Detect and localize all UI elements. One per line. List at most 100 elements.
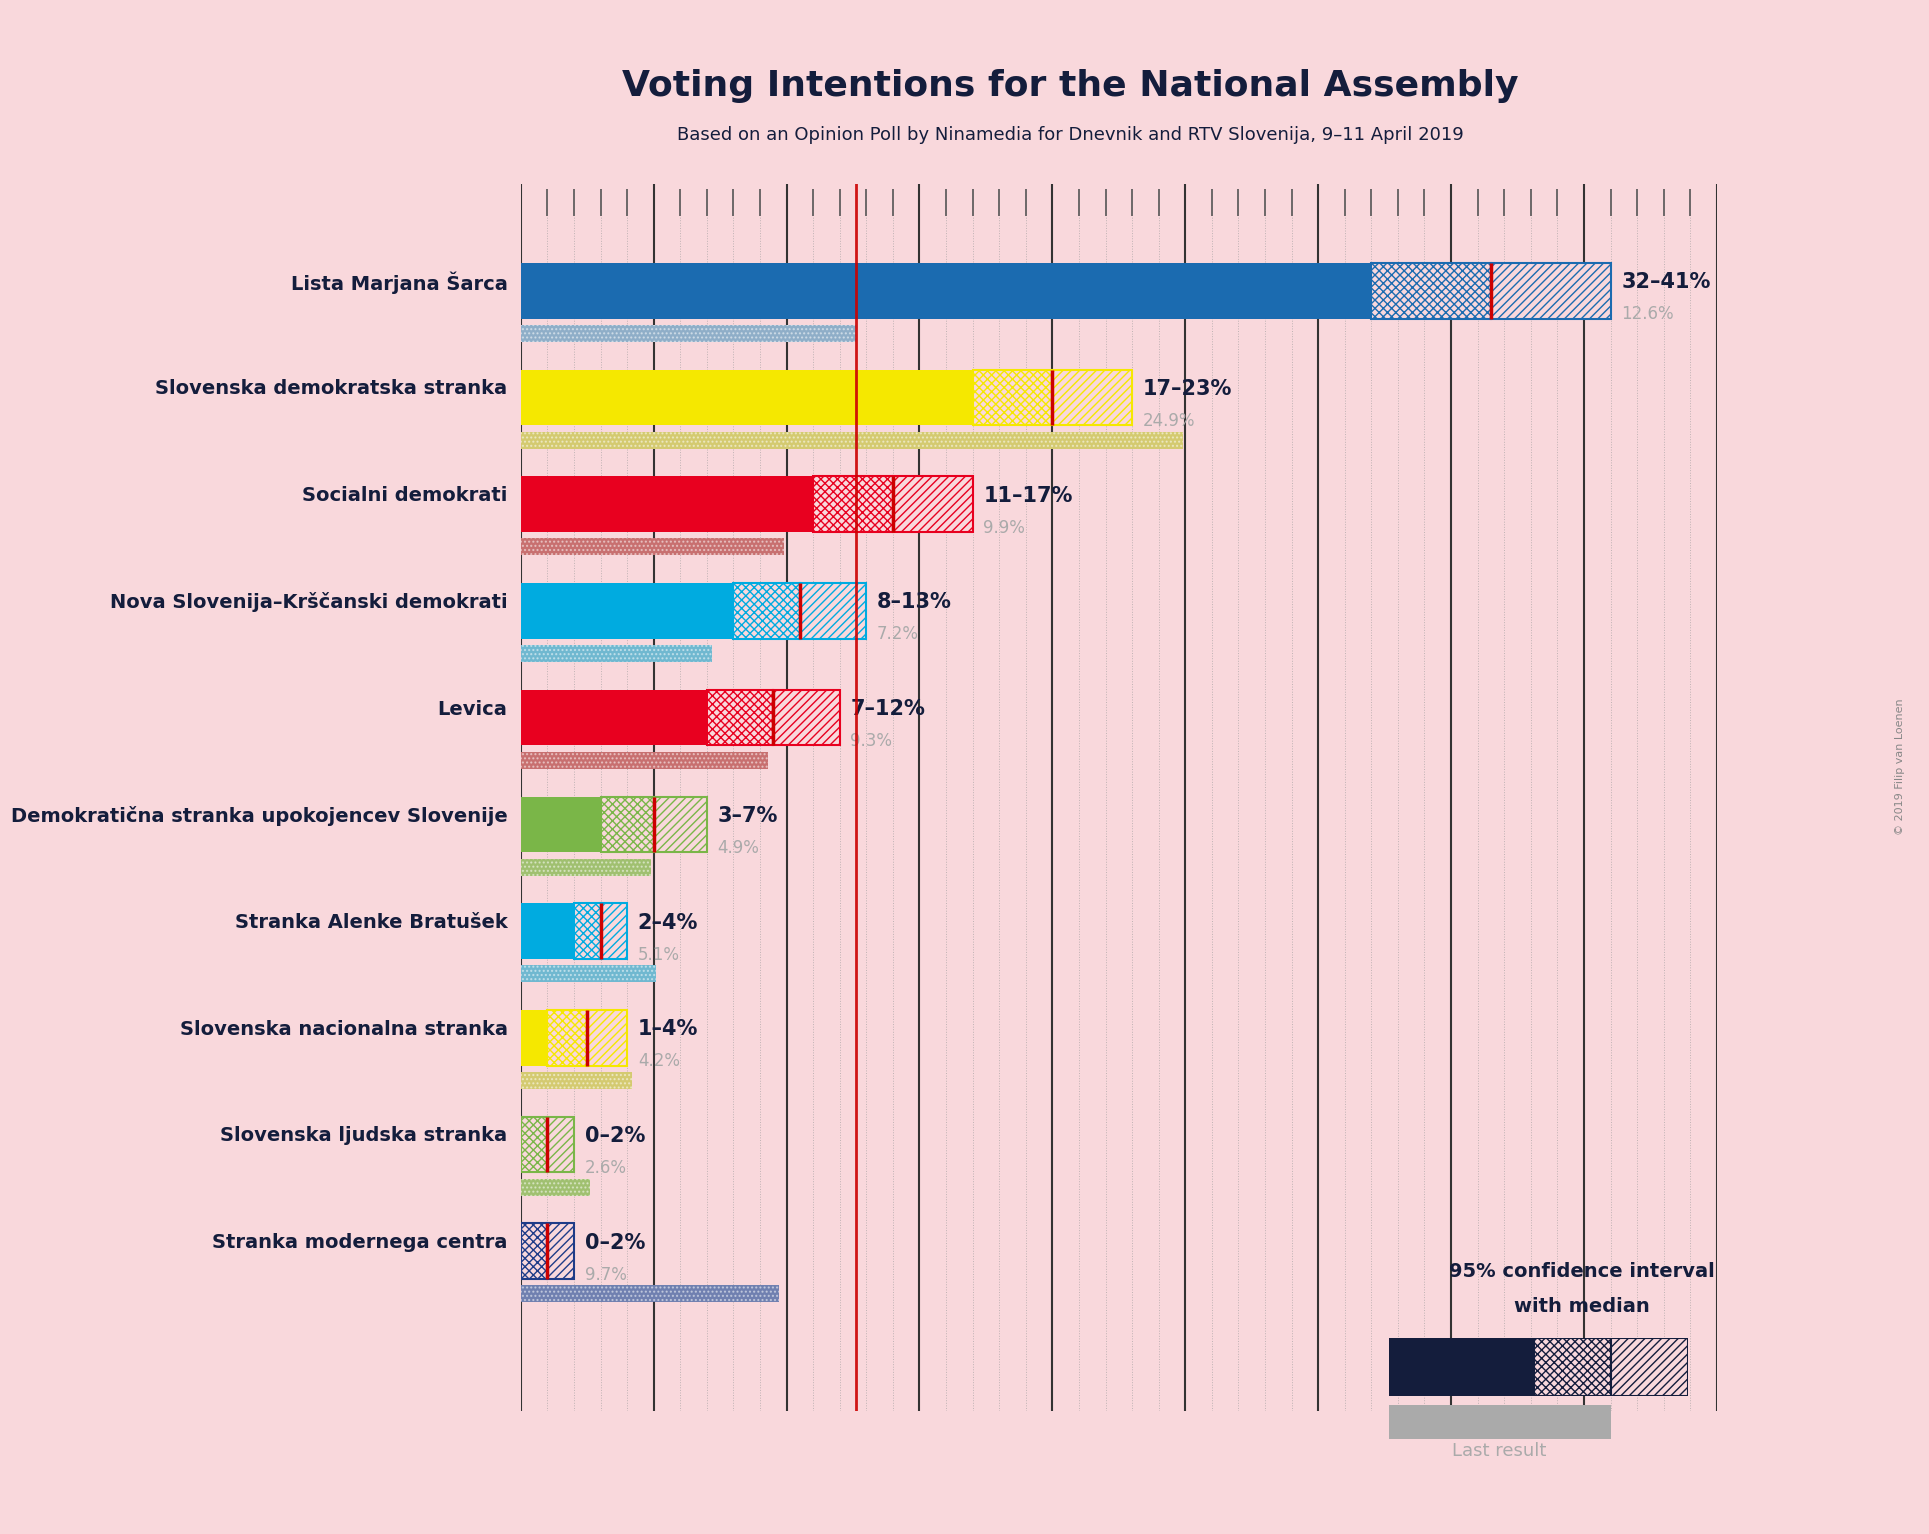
Text: Levica: Levica: [438, 700, 507, 718]
Bar: [893, 477, 972, 532]
Text: 2.6%: 2.6%: [584, 1160, 627, 1177]
Bar: [521, 431, 1182, 449]
Bar: [1053, 370, 1132, 425]
Bar: [600, 904, 627, 959]
Bar: [521, 325, 856, 342]
Bar: [600, 904, 627, 959]
Text: Demokratična stranka upokojencev Slovenije: Demokratična stranka upokojencev Sloveni…: [12, 805, 507, 825]
Bar: [586, 1009, 627, 1066]
Text: 95% confidence interval: 95% confidence interval: [1449, 1262, 1715, 1281]
Text: Stranka Alenke Bratušek: Stranka Alenke Bratušek: [235, 913, 507, 933]
Bar: [586, 1009, 627, 1066]
Bar: [521, 752, 768, 769]
Bar: [521, 646, 712, 663]
Bar: [521, 904, 575, 959]
Text: 2–4%: 2–4%: [638, 913, 698, 933]
Bar: [521, 538, 783, 555]
Bar: [521, 477, 814, 532]
Bar: [801, 583, 866, 638]
Bar: [1372, 262, 1491, 319]
Bar: [893, 477, 972, 532]
Text: 0–2%: 0–2%: [584, 1233, 644, 1253]
Bar: [548, 1009, 586, 1066]
Bar: [733, 583, 801, 638]
Bar: [521, 431, 1182, 449]
Bar: [774, 690, 839, 746]
Bar: [1491, 262, 1611, 319]
Bar: [521, 325, 856, 342]
Bar: [733, 583, 801, 638]
Text: 7.2%: 7.2%: [878, 626, 918, 643]
Bar: [521, 796, 600, 851]
Bar: [521, 1117, 548, 1172]
Bar: [972, 370, 1053, 425]
Bar: [521, 1072, 633, 1089]
Text: 9.3%: 9.3%: [851, 732, 893, 750]
Bar: [548, 1224, 575, 1279]
Bar: [548, 1009, 586, 1066]
Text: Lista Marjana Šarca: Lista Marjana Šarca: [291, 272, 507, 293]
Text: © 2019 Filip van Loenen: © 2019 Filip van Loenen: [1894, 698, 1906, 836]
Bar: [521, 859, 652, 876]
Text: 8–13%: 8–13%: [878, 592, 951, 612]
Bar: [521, 1285, 779, 1302]
Bar: [521, 1072, 633, 1089]
Bar: [521, 262, 1372, 319]
Bar: [521, 752, 768, 769]
Bar: [1053, 370, 1132, 425]
Text: Slovenska ljudska stranka: Slovenska ljudska stranka: [220, 1126, 507, 1146]
Text: 11–17%: 11–17%: [984, 486, 1073, 506]
Bar: [521, 965, 656, 982]
Bar: [521, 1285, 779, 1302]
Bar: [706, 690, 774, 746]
Text: Nova Slovenija–Krščanski demokrati: Nova Slovenija–Krščanski demokrati: [110, 592, 507, 612]
Text: 1–4%: 1–4%: [638, 1019, 698, 1039]
Bar: [654, 796, 706, 851]
Bar: [706, 690, 774, 746]
Bar: [1491, 262, 1611, 319]
Text: 3–7%: 3–7%: [718, 805, 777, 825]
Text: Stranka modernega centra: Stranka modernega centra: [212, 1233, 507, 1252]
Text: with median: with median: [1514, 1298, 1649, 1316]
Bar: [972, 370, 1053, 425]
Bar: [548, 1224, 575, 1279]
Bar: [521, 538, 783, 555]
Bar: [521, 1224, 548, 1279]
Text: 5.1%: 5.1%: [638, 945, 679, 963]
Bar: [521, 583, 733, 638]
Bar: [548, 1117, 575, 1172]
Bar: [814, 477, 893, 532]
Bar: [814, 477, 893, 532]
Text: 32–41%: 32–41%: [1620, 272, 1711, 293]
Text: Slovenska nacionalna stranka: Slovenska nacionalna stranka: [179, 1020, 507, 1039]
Bar: [521, 1117, 548, 1172]
Bar: [600, 796, 654, 851]
Text: Last result: Last result: [1453, 1442, 1545, 1460]
Bar: [774, 690, 839, 746]
Bar: [548, 1117, 575, 1172]
Text: Based on an Opinion Poll by Ninamedia for Dnevnik and RTV Slovenija, 9–11 April : Based on an Opinion Poll by Ninamedia fo…: [677, 126, 1464, 144]
Bar: [801, 583, 866, 638]
Bar: [521, 370, 972, 425]
Bar: [600, 796, 654, 851]
Bar: [654, 796, 706, 851]
Bar: [521, 1009, 548, 1066]
Bar: [521, 1224, 548, 1279]
Text: 0–2%: 0–2%: [584, 1126, 644, 1146]
Text: Voting Intentions for the National Assembly: Voting Intentions for the National Assem…: [623, 69, 1518, 103]
Bar: [521, 690, 706, 746]
Text: Socialni demokrati: Socialni demokrati: [303, 486, 507, 505]
Text: 12.6%: 12.6%: [1620, 305, 1674, 324]
Bar: [521, 646, 712, 663]
Text: 4.9%: 4.9%: [718, 839, 760, 858]
Text: 17–23%: 17–23%: [1142, 379, 1233, 399]
Bar: [575, 904, 600, 959]
Bar: [521, 1178, 590, 1195]
Bar: [1372, 262, 1491, 319]
Text: Slovenska demokratska stranka: Slovenska demokratska stranka: [156, 379, 507, 399]
Text: 9.7%: 9.7%: [584, 1266, 627, 1284]
Bar: [521, 965, 656, 982]
Text: 24.9%: 24.9%: [1142, 413, 1196, 430]
Text: 7–12%: 7–12%: [851, 700, 926, 719]
Text: 9.9%: 9.9%: [984, 518, 1024, 537]
